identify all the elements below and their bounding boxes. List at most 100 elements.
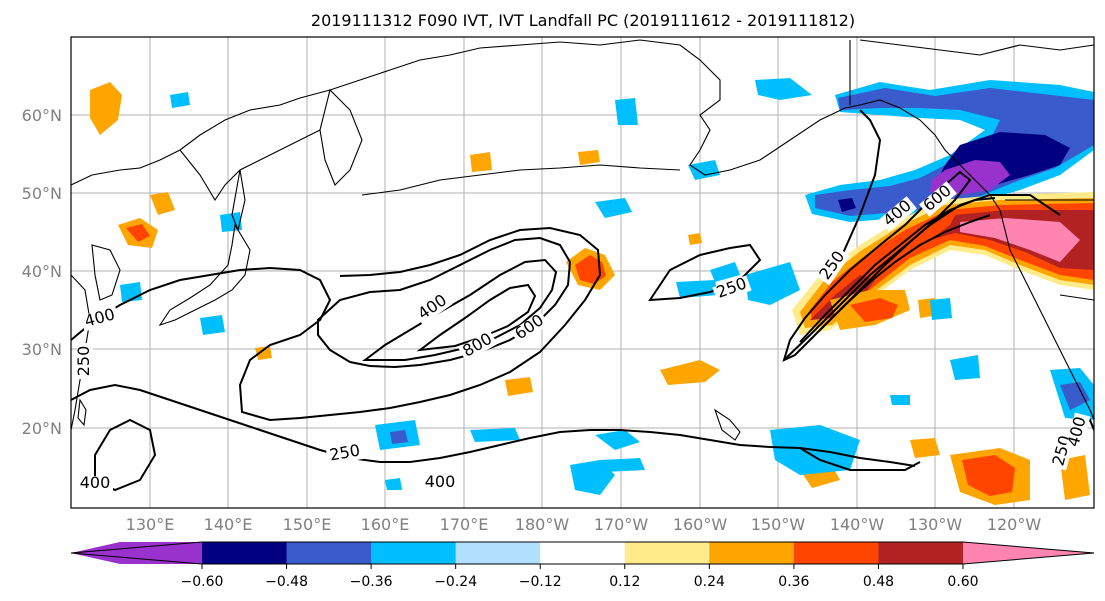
positive-region-7 (255, 346, 272, 360)
positive-region-south-east-2 (1060, 455, 1090, 500)
negative-region-13 (600, 458, 645, 472)
positive-region-japan-red (126, 224, 150, 242)
colorbar-segment (455, 542, 541, 564)
negative-region-2 (688, 160, 720, 180)
positive-region-6 (688, 233, 702, 245)
colorbar-tick-label: −0.48 (265, 574, 308, 590)
ivt-contour-south-se (799, 447, 921, 471)
negative-region-navy-small (838, 198, 856, 212)
contour-label-bg (1065, 412, 1091, 452)
colorbar-tick-label: 0.48 (863, 574, 894, 590)
negative-region-6 (710, 262, 740, 282)
negative-region-9 (950, 355, 980, 380)
positive-region-5 (470, 152, 492, 172)
lat-label: 50°N (22, 184, 62, 203)
ivt-contour-400-ne (799, 197, 996, 343)
colorbar-tick-label: −0.60 (181, 574, 224, 590)
lon-label: 160°E (361, 515, 410, 534)
negative-region-4 (170, 92, 190, 108)
negative-region-12 (595, 430, 640, 450)
positive-region-south-4 (660, 360, 720, 385)
coast-alaska-west (559, 39, 861, 176)
figure-title: 2019111312 F090 IVT, IVT Landfall PC (20… (311, 11, 855, 30)
colorbar-arrow-left-tip (71, 542, 202, 564)
ivt-contour-250-west (71, 226, 602, 422)
colorbar-segment (371, 542, 457, 564)
colorbar-tick-label: −0.36 (350, 574, 393, 590)
lon-label: 150°W (751, 515, 806, 534)
lon-label: 170°E (440, 515, 489, 534)
negative-region-19 (200, 315, 225, 335)
contour-label-bg (879, 196, 917, 232)
negative-region-1 (595, 198, 632, 218)
negative-region-8 (930, 298, 952, 320)
negative-region-15-inner (390, 430, 408, 444)
colorbar-tick-label: −0.12 (519, 574, 562, 590)
colorbar-tick-label: 0.60 (947, 574, 978, 590)
negative-region-10-inner (1060, 382, 1090, 410)
lon-label: 180°W (515, 515, 570, 534)
contour-label-bg (816, 246, 850, 286)
ivt-contour-nw-loop (839, 109, 882, 261)
coast-alaska-south (859, 99, 1001, 211)
coast-japan (158, 223, 251, 327)
colorbar-tick-label: 0.24 (694, 574, 725, 590)
coast-hawaii (713, 408, 741, 441)
colorbar-segment (540, 542, 626, 564)
contour-label-bg (77, 476, 113, 492)
negative-region-14 (470, 428, 520, 442)
contour-label-bg (712, 275, 752, 303)
map-frame (70, 36, 1095, 509)
ivt-contour-250-south (71, 383, 916, 467)
lon-label: 120°W (987, 515, 1042, 534)
lat-label: 40°N (22, 262, 62, 281)
negative-region-gulf-alaska-inner (815, 88, 1094, 216)
positive-region-south-5 (505, 377, 533, 396)
ivt-contour-250-ne-outer (783, 194, 1061, 361)
negative-region-17 (890, 395, 910, 405)
negative-region-3 (615, 98, 638, 125)
colorbar-segment (878, 542, 964, 564)
contour-label: 400 (425, 472, 456, 491)
lon-label: 150°E (283, 515, 332, 534)
aleutian-islands (361, 164, 681, 196)
contour-label: 400 (80, 473, 111, 492)
lon-label: 140°E (204, 515, 253, 534)
negative-region-18 (385, 478, 402, 490)
positive-region-west-coast-pink (960, 218, 1080, 262)
colorbar-segment (286, 542, 372, 564)
lat-label: 20°N (22, 419, 62, 438)
colorbar-segment (624, 542, 710, 564)
positive-region-4 (578, 150, 600, 165)
ivt-contour-400-core (317, 236, 572, 369)
colorbar-tick-label: 0.36 (778, 574, 809, 590)
lat-label: 60°N (22, 106, 62, 125)
contour-label-bg (325, 442, 365, 466)
contour-label: 250 (74, 346, 93, 377)
colorbar-segment (202, 542, 288, 564)
longitude-labels: 130°E 140°E 150°E 160°E 170°E 180°W 170°W 160°W… (126, 515, 1042, 534)
latitude-labels: 60°N 50°N 40°N 30°N 20°N (22, 106, 62, 438)
colorbar-segment (793, 542, 879, 564)
positive-region-south-east-red (962, 455, 1015, 496)
coast-korea (91, 244, 121, 301)
coast-taiwan (77, 398, 87, 427)
positive-region-south-2 (910, 438, 940, 458)
coastlines (71, 39, 1094, 441)
negative-region-7 (745, 262, 800, 305)
lon-label: 140°W (830, 515, 885, 534)
coast-north-america-west (999, 209, 1094, 421)
colorbar-tick-label: −0.24 (434, 574, 477, 590)
coast-asia-east (71, 41, 561, 186)
pc-shading (90, 78, 1094, 505)
lon-label: 170°W (594, 515, 649, 534)
contour-label-bg (919, 181, 957, 217)
lon-label: 160°W (673, 515, 728, 534)
colorbar-tick-label: 0.12 (609, 574, 640, 590)
positive-region-sea-okhotsk (90, 82, 122, 135)
ivt-contour-east-island (648, 243, 762, 302)
negative-region-22 (755, 78, 812, 100)
contour-label-bg (77, 343, 93, 379)
contour-label-bg (458, 330, 498, 362)
